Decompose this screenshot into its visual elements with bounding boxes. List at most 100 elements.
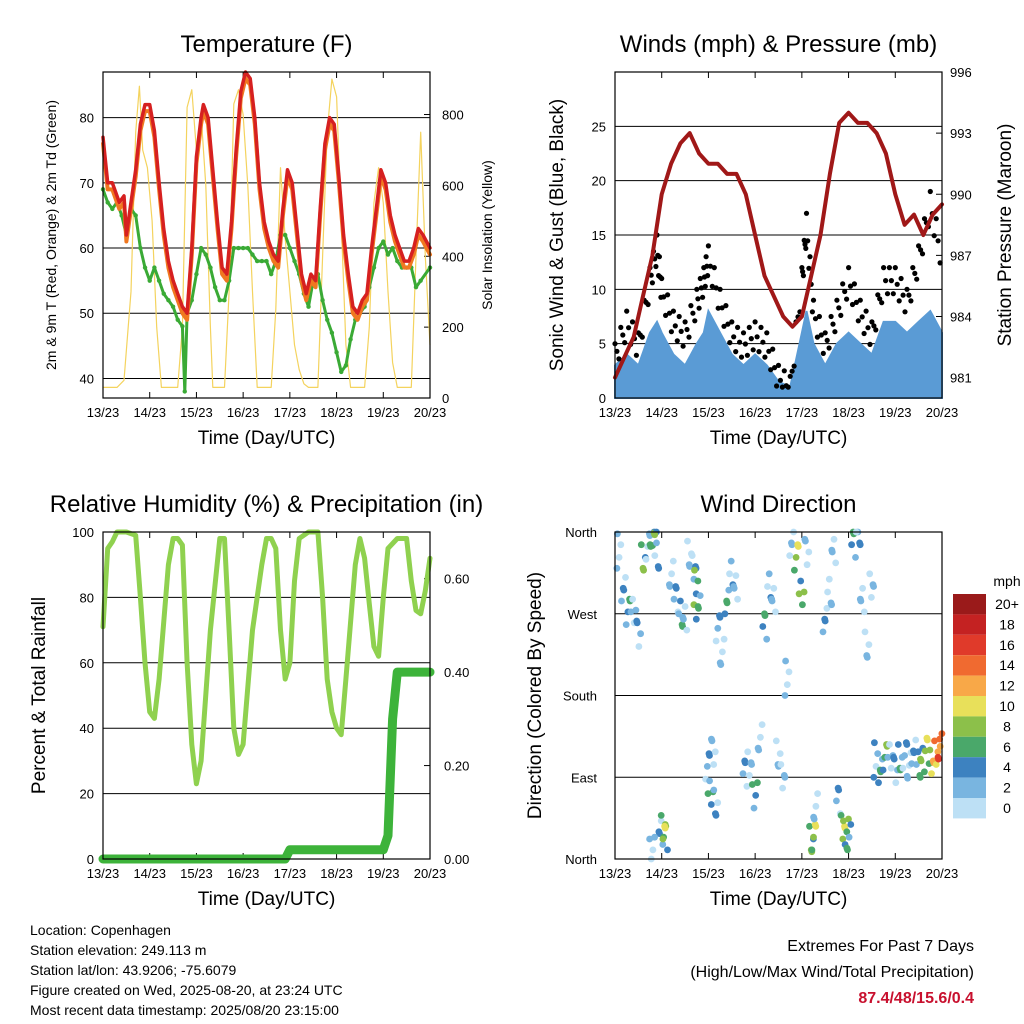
direction-point xyxy=(696,592,704,599)
gust-point xyxy=(886,265,893,271)
gust-point xyxy=(713,285,719,291)
gust-point xyxy=(672,323,678,329)
direction-point xyxy=(832,559,840,567)
direction-point xyxy=(772,737,780,745)
y-tick-label: East xyxy=(571,770,597,785)
x-tick-label: 17/23 xyxy=(274,405,307,420)
direction-point xyxy=(655,564,663,572)
dewpoint-point xyxy=(329,330,335,335)
direction-point xyxy=(830,535,838,543)
gust-point xyxy=(777,377,784,383)
legend-swatch xyxy=(953,696,986,717)
direction-point xyxy=(777,761,785,768)
gust-point xyxy=(800,269,806,275)
direction-point xyxy=(686,563,694,570)
direction-point xyxy=(691,566,698,574)
direction-point xyxy=(810,815,818,823)
gust-point xyxy=(676,313,682,320)
x-tick-label: 14/23 xyxy=(645,866,678,881)
gust-point xyxy=(740,330,747,336)
gust-point xyxy=(703,254,709,260)
direction-point xyxy=(622,574,629,581)
x-tick-label: 13/23 xyxy=(599,866,632,881)
legend-swatch xyxy=(953,614,986,635)
gust-point xyxy=(933,216,939,222)
y2-axis-label: Solar Insolation (Yellow) xyxy=(479,160,495,310)
direction-point xyxy=(928,770,935,777)
humidity-precip-chart: Relative Humidity (%) & Precipitation (i… xyxy=(29,491,483,910)
direction-point xyxy=(794,543,802,550)
direction-point xyxy=(859,584,866,592)
gust-point xyxy=(626,325,632,331)
gust-point xyxy=(731,334,737,340)
y2-tick-label: 984 xyxy=(950,310,972,325)
dewpoint-point xyxy=(203,252,208,257)
created-text: Figure created on Wed, 2025-08-20, at 23… xyxy=(30,982,343,998)
gust-point xyxy=(694,286,700,292)
direction-point xyxy=(710,786,718,794)
dewpoint-point xyxy=(189,298,194,303)
dewpoint-point xyxy=(208,265,213,270)
dewpoint-point xyxy=(198,245,204,251)
gust-point xyxy=(883,278,889,284)
y2-tick-label: 0.00 xyxy=(444,852,469,867)
direction-point xyxy=(765,570,773,578)
gust-point xyxy=(725,321,731,327)
direction-point xyxy=(640,566,647,574)
direction-point xyxy=(622,621,630,628)
gust-point xyxy=(799,265,805,271)
direction-point xyxy=(635,643,643,650)
direction-point xyxy=(723,599,731,607)
direction-point xyxy=(629,595,636,603)
direction-point xyxy=(646,835,653,843)
gust-point xyxy=(875,292,881,298)
gust-point xyxy=(828,313,834,320)
gust-point xyxy=(803,210,810,216)
gust-point xyxy=(921,216,928,222)
extremes-value: 87.4/48/15.6/0.4 xyxy=(858,990,974,1007)
direction-point xyxy=(870,773,878,781)
gust-point xyxy=(692,318,698,324)
solar-series xyxy=(102,78,431,388)
dewpoint-point xyxy=(320,298,325,303)
y-axis-label: Sonic Wind & Gust (Blue, Black) xyxy=(547,99,568,371)
dewpoint-point xyxy=(385,252,391,257)
x-axis-label: Time (Day/UTC) xyxy=(710,889,848,910)
direction-point xyxy=(666,583,674,590)
direction-point xyxy=(752,792,760,799)
dewpoint-point xyxy=(339,369,344,375)
legend-swatch xyxy=(953,675,986,696)
y-tick-label: 40 xyxy=(80,721,94,736)
gust-point xyxy=(690,310,696,316)
direction-point xyxy=(828,548,836,556)
legend-label: 0 xyxy=(1003,800,1011,816)
direction-point xyxy=(934,748,942,756)
legend-label: 16 xyxy=(999,637,1015,653)
gust-point xyxy=(622,340,628,346)
gust-point xyxy=(645,301,651,308)
x-tick-label: 19/23 xyxy=(879,405,912,420)
y2-tick-label: 800 xyxy=(442,108,464,123)
direction-point xyxy=(651,552,659,559)
y2-tick-label: 987 xyxy=(950,248,972,263)
direction-point xyxy=(714,624,722,632)
legend-label: 4 xyxy=(1003,759,1011,775)
gust-point xyxy=(906,292,912,298)
chart-title: Wind Direction xyxy=(700,491,856,518)
direction-point xyxy=(695,604,702,612)
dewpoint-point xyxy=(371,265,377,270)
y-tick-label: 20 xyxy=(592,174,606,189)
x-tick-label: 20/23 xyxy=(414,405,447,420)
gust-point xyxy=(890,291,896,297)
gust-point xyxy=(851,281,858,287)
x-tick-label: 15/23 xyxy=(692,405,725,420)
direction-point xyxy=(935,755,942,763)
dewpoint-point xyxy=(395,258,400,264)
gust-point xyxy=(744,352,751,358)
direction-point xyxy=(845,833,853,841)
gust-point xyxy=(649,280,656,286)
gust-point xyxy=(802,241,808,247)
legend-swatch xyxy=(953,594,986,615)
direction-point xyxy=(669,557,677,565)
gust-point xyxy=(738,354,745,360)
